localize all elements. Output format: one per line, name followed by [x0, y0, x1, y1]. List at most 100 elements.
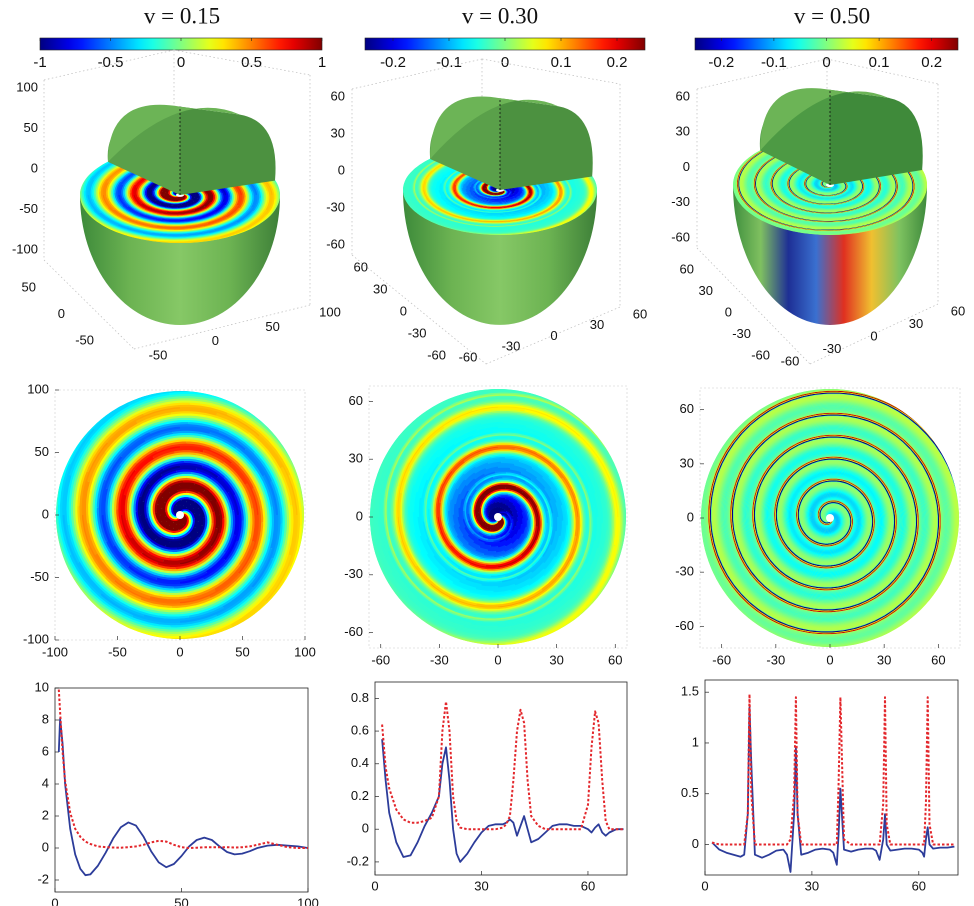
x-tick-label: 0 — [51, 895, 58, 906]
spiral-band — [275, 149, 318, 195]
x-tick-label: 60 — [581, 878, 595, 893]
spiral-band — [717, 167, 730, 211]
y-tick-label: 10 — [35, 679, 49, 694]
y-tick-label: 2 — [42, 807, 49, 822]
spiral-band — [49, 158, 70, 206]
spiral-band — [638, 487, 664, 613]
spiral-band — [62, 180, 80, 222]
spiral-band — [396, 665, 530, 693]
x-tick-label: -30 — [430, 652, 449, 667]
y-tick-label: 0 — [362, 821, 369, 836]
spiral-band — [479, 356, 600, 387]
spiral-band — [307, 442, 330, 554]
y-tick-label: 0 — [356, 508, 363, 523]
spiral-band — [192, 195, 193, 200]
spiral-band — [408, 667, 539, 689]
spiral-band — [407, 649, 526, 674]
spiral-band — [714, 149, 735, 194]
y-tick-label: -60 — [344, 624, 363, 639]
y-tick-label: 0.4 — [351, 755, 369, 770]
spiral-band — [375, 173, 391, 217]
y-tick-label: -50 — [75, 332, 94, 347]
colorbar-tick-label: 0 — [177, 54, 185, 71]
spiral-band — [622, 393, 678, 517]
spiral-band — [925, 160, 938, 202]
y-tick-label: 60 — [349, 393, 363, 408]
line-series — [382, 702, 623, 830]
y-tick-label: -30 — [408, 325, 427, 340]
spiral-band — [599, 154, 629, 197]
y-tick-label: 100 — [27, 381, 49, 396]
spiral-band — [112, 351, 237, 369]
spiral-band — [88, 647, 207, 672]
y-tick-label: -30 — [344, 566, 363, 581]
x-tick-label: -50 — [149, 347, 168, 362]
spiral-band — [628, 415, 667, 537]
spiral-band — [446, 668, 577, 691]
colorbar-tick-label: -0.2 — [380, 54, 406, 71]
x-tick-label: -60 — [371, 652, 390, 667]
colorbar-tick-label: 1 — [318, 54, 326, 71]
spiral-band — [281, 177, 289, 217]
y-tick-label: 0 — [400, 303, 407, 318]
colorbar-tick-label: 0.2 — [607, 54, 628, 71]
x-tick-label: 100 — [297, 895, 319, 906]
spiral-band — [657, 457, 670, 589]
spiral-band — [286, 189, 315, 237]
z-tick-label: 100 — [16, 79, 38, 94]
spiral-band — [278, 185, 297, 227]
y-tick-label: 0 — [42, 839, 49, 854]
z-tick-label: 0 — [31, 160, 38, 175]
colorbar-tick-label: -1 — [33, 54, 46, 71]
x-tick-label: 50 — [265, 319, 279, 334]
spiral-band — [715, 167, 729, 212]
spiral-band — [608, 176, 624, 220]
spiral-band — [498, 347, 622, 393]
spiral-band — [74, 345, 195, 388]
spiral-band — [638, 420, 672, 548]
spiral-band — [468, 649, 589, 681]
spiral-band — [288, 171, 301, 215]
x-tick-label: -50 — [108, 644, 127, 659]
spiral-band — [130, 643, 240, 659]
column-title: v = 0.15 — [144, 3, 220, 28]
spiral-band — [47, 178, 67, 226]
spiral-band — [716, 158, 727, 203]
x-tick-label: -60 — [459, 349, 478, 364]
x-tick-label: -30 — [502, 339, 521, 354]
y-tick-label: -60 — [427, 347, 446, 362]
spiral-band — [321, 433, 339, 569]
spiral-band — [426, 339, 562, 357]
spiral-band — [384, 167, 393, 208]
colorbar-tick-label: 0.2 — [921, 54, 942, 71]
spiral-band — [387, 171, 399, 211]
y-tick-label: 8 — [42, 711, 49, 726]
line-series — [59, 690, 308, 848]
spiral-band — [929, 168, 940, 211]
spiral-band — [300, 502, 332, 616]
z-tick-label: 60 — [331, 88, 345, 103]
z-tick-label: -30 — [326, 199, 345, 214]
spiral-band — [373, 156, 393, 201]
spiral-band — [640, 471, 655, 592]
spiral-band — [457, 658, 583, 685]
x-tick-label: 0 — [176, 644, 183, 659]
spiral-band — [67, 167, 80, 208]
y-tick-label: -50 — [30, 569, 49, 584]
spiral-band — [434, 677, 570, 695]
spiral-band — [290, 184, 311, 232]
spiral-band — [295, 175, 305, 221]
spiral-band — [594, 160, 617, 200]
spiral-band — [648, 427, 677, 561]
spiral-band — [607, 171, 616, 212]
spiral-band — [42, 195, 85, 241]
spiral-band — [180, 349, 301, 394]
plot-frame — [55, 688, 308, 892]
spiral-band — [720, 159, 731, 202]
colorbar-tick-label: 0.1 — [551, 54, 572, 71]
spiral-band — [7, 455, 26, 587]
x-tick-label: 100 — [294, 644, 316, 659]
spiral-band — [304, 490, 328, 602]
y-tick-label: 0.2 — [351, 788, 369, 803]
colorbar-tick-label: -0.2 — [708, 54, 734, 71]
